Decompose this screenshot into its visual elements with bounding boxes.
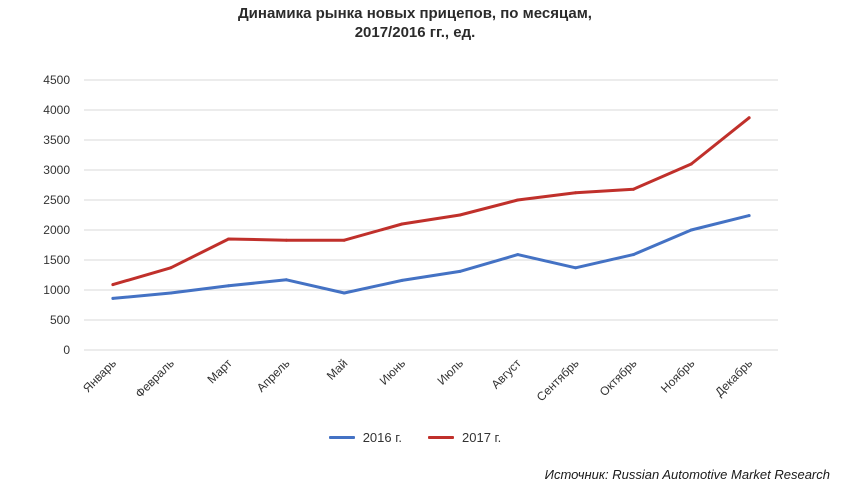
y-tick-label: 3000 xyxy=(43,163,70,177)
legend-label: 2017 г. xyxy=(462,430,502,445)
y-tick-label: 4500 xyxy=(43,73,70,87)
x-tick-label: Июнь xyxy=(377,356,408,387)
data-point xyxy=(747,214,751,218)
data-point xyxy=(516,198,520,202)
y-tick-label: 1000 xyxy=(43,283,70,297)
data-point xyxy=(458,213,462,217)
data-point xyxy=(169,266,173,270)
y-tick-label: 2500 xyxy=(43,193,70,207)
x-axis-tick-labels: Январь Февраль Март Апрель Май Июнь Июль Август… xyxy=(80,356,755,404)
data-point xyxy=(342,291,346,295)
x-tick-label: Август xyxy=(488,356,524,392)
series-line-1 xyxy=(111,116,751,287)
data-point xyxy=(342,238,346,242)
data-point xyxy=(400,222,404,226)
data-point xyxy=(458,269,462,273)
series-lines xyxy=(111,116,751,300)
chart-legend: 2016 г. 2017 г. xyxy=(0,430,830,445)
x-tick-label: Апрель xyxy=(254,356,293,395)
data-point xyxy=(111,296,115,300)
data-point xyxy=(747,116,751,120)
source-note: Источник: Russian Automotive Market Rese… xyxy=(544,467,830,482)
series-line-0 xyxy=(111,214,751,300)
data-point xyxy=(111,283,115,287)
y-tick-label: 0 xyxy=(63,343,70,357)
chart-title-block: Динамика рынка новых прицепов, по месяца… xyxy=(0,4,830,42)
data-point xyxy=(227,237,231,241)
x-tick-label: Март xyxy=(204,356,235,387)
y-tick-label: 1500 xyxy=(43,253,70,267)
y-tick-label: 2000 xyxy=(43,223,70,237)
y-tick-label: 500 xyxy=(50,313,70,327)
x-tick-label: Январь xyxy=(80,356,119,395)
x-tick-label: Июль xyxy=(434,356,466,388)
x-tick-label: Октябрь xyxy=(597,356,640,399)
data-point xyxy=(227,284,231,288)
data-point xyxy=(631,187,635,191)
x-tick-label: Сентябрь xyxy=(534,356,582,404)
data-point xyxy=(574,191,578,195)
legend-item: 2016 г. xyxy=(328,430,402,445)
data-point xyxy=(631,253,635,257)
x-tick-label: Февраль xyxy=(132,356,176,400)
data-point xyxy=(169,291,173,295)
y-tick-label: 4000 xyxy=(43,103,70,117)
y-tick-label: 3500 xyxy=(43,133,70,147)
data-point xyxy=(689,228,693,232)
legend-swatch xyxy=(428,436,454,439)
data-point xyxy=(574,266,578,270)
data-point xyxy=(689,162,693,166)
data-point xyxy=(400,278,404,282)
chart-subtitle: 2017/2016 гг., ед. xyxy=(354,24,476,41)
data-point xyxy=(516,253,520,257)
x-tick-label: Ноябрь xyxy=(658,356,697,395)
y-axis-tick-labels: 0 500 1000 1500 2000 2500 3000 3500 4000 4500 xyxy=(43,73,70,357)
data-point xyxy=(284,278,288,282)
legend-item: 2017 г. xyxy=(428,430,501,445)
legend-label: 2016 г. xyxy=(362,430,402,445)
legend-swatch xyxy=(328,436,355,439)
x-tick-label: Декабрь xyxy=(712,356,755,399)
chart-title: Динамика рынка новых прицепов, по месяца… xyxy=(238,5,592,22)
data-point xyxy=(284,238,288,242)
x-tick-label: Май xyxy=(324,356,351,383)
grid-lines xyxy=(84,79,778,351)
